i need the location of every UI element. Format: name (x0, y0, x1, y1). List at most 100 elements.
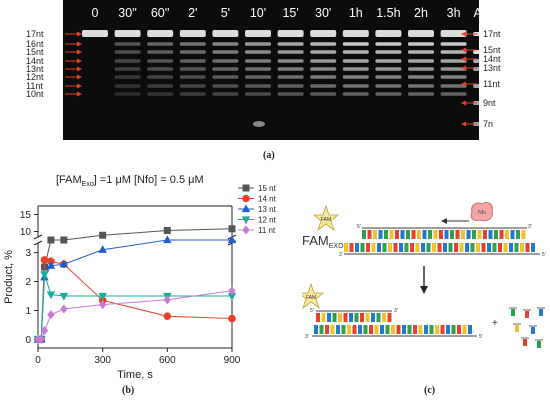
fam-star-icon-product (302, 282, 325, 310)
base-block (450, 230, 454, 239)
gel-band (440, 50, 467, 54)
gel-band (114, 59, 141, 63)
top-strand-5end: 5' (357, 224, 361, 230)
base-block (369, 325, 373, 334)
gel-band (114, 42, 141, 46)
x-tick-label: 300 (94, 355, 111, 366)
gel-marker-arrowhead (461, 65, 466, 71)
gel-left-marker-label: 15nt (26, 47, 44, 57)
gel-band (473, 59, 500, 63)
gel-left-marker-label: 11nt (26, 81, 43, 91)
base-block (399, 243, 403, 252)
base-block (439, 230, 443, 239)
panel-label-a: (a) (263, 150, 275, 161)
x-axis-label: Time, s (117, 369, 153, 381)
base-block (378, 230, 383, 239)
series-14nt (34, 256, 236, 344)
gel-band (179, 30, 206, 37)
data-point (60, 304, 68, 314)
top-duplex-bases (344, 230, 535, 252)
gel-band (408, 50, 434, 54)
gel-lane-label: 30' (315, 6, 332, 20)
gel-band (408, 84, 434, 88)
gel-marker-arrowhead (461, 81, 466, 87)
gel-band (147, 42, 174, 46)
base-block (435, 325, 439, 334)
gel-marker-arrowhead (461, 56, 466, 62)
gel-lane (310, 30, 337, 96)
base-block (363, 325, 368, 334)
base-block (358, 325, 362, 334)
gel-marker-arrowhead (461, 100, 466, 106)
base-block (376, 313, 381, 322)
base-block (432, 243, 436, 252)
base-block (444, 230, 449, 239)
data-point (46, 261, 56, 269)
data-point (163, 226, 171, 234)
gel-band (375, 75, 402, 79)
gel-band (179, 84, 206, 88)
gel-band (310, 30, 337, 37)
gel-marker-arrowhead (77, 31, 82, 37)
gel-band (147, 75, 174, 79)
data-point (46, 291, 56, 300)
base-block (355, 243, 359, 252)
base-block (457, 325, 461, 334)
gel-band (310, 50, 337, 54)
gel-lane (473, 32, 500, 126)
gel-band (212, 30, 239, 37)
gel-lane (440, 30, 467, 96)
kinetics-chart: [FAMExo] =1 μM [Nfo] = 0.5 μM 0 300 600 900 0… (3, 174, 277, 381)
gel-band (440, 42, 467, 46)
base-block (520, 243, 524, 252)
gel-marker-arrowhead (77, 66, 82, 72)
gel-lane-label: 0 (91, 6, 99, 20)
famexo-label: FAMEXO (302, 233, 344, 250)
gel-band (212, 75, 239, 79)
base-block (454, 243, 458, 252)
gel-lane-label: 1.5h (376, 6, 401, 20)
gel-band (310, 92, 337, 96)
base-block (424, 325, 428, 334)
y-tick-label: 10 (20, 227, 32, 238)
base-block (466, 230, 471, 239)
base-block (498, 243, 502, 252)
base-block (459, 243, 464, 252)
gel-band (245, 50, 271, 54)
gel-band (342, 59, 369, 63)
data-point (60, 236, 68, 244)
gel-band (310, 42, 337, 46)
data-point (98, 245, 107, 253)
gel-band (147, 50, 174, 54)
base-block (509, 243, 513, 252)
base-block (373, 230, 377, 239)
base-block (385, 325, 390, 334)
base-block (325, 325, 329, 334)
gel-lane (82, 30, 108, 37)
gel-lane-label: 2' (188, 6, 198, 20)
gel-band (179, 92, 206, 96)
base-block (400, 230, 405, 239)
series-line (38, 274, 232, 340)
base-block (330, 325, 335, 334)
gel-band (310, 75, 337, 79)
data-point (227, 235, 237, 244)
base-block (367, 230, 372, 239)
data-point (40, 326, 49, 336)
data-point (163, 295, 171, 305)
base-block (360, 313, 364, 322)
gel-band (342, 42, 369, 46)
gel-lane-label: 3h (446, 6, 461, 20)
base-block (341, 325, 346, 334)
gel-marker-arrowhead (77, 83, 82, 89)
base-block (332, 313, 337, 322)
gel-band (277, 67, 304, 71)
gel-right-marker-label: 13nt (483, 63, 501, 73)
gel-left-marker-label: 17nt (26, 29, 44, 39)
gel-lane (245, 30, 271, 96)
mechanism-schematic: FAM 5' 3' 3' 5' Nfo FAMEXO FAM 5' 3' 3' … (302, 202, 546, 348)
base-block (344, 243, 348, 252)
gel-band (277, 50, 304, 54)
gel-right-marker-label: 11nt (483, 79, 500, 89)
legend-label: 12 nt (258, 216, 277, 225)
